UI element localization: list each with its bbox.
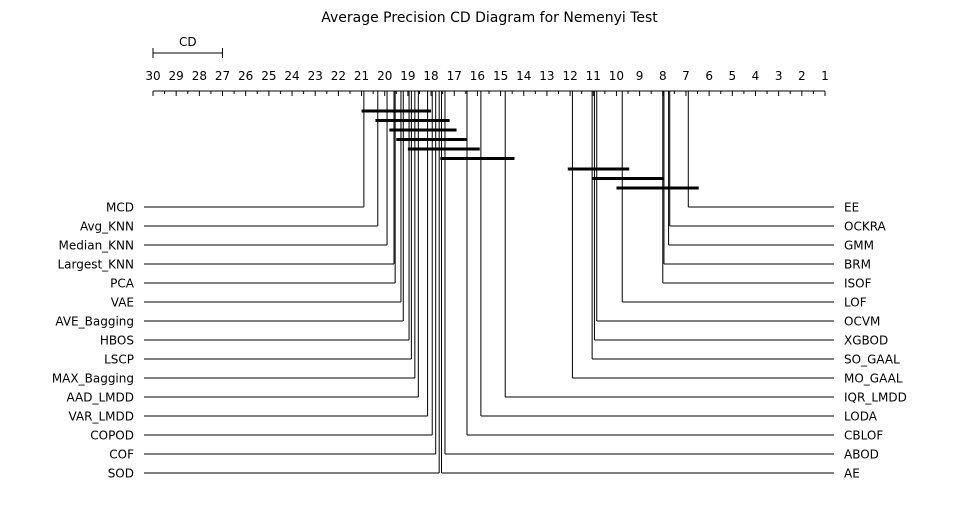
axis-tick-label: 3 (775, 69, 783, 83)
axis-tick-label: 25 (261, 69, 276, 83)
axis-tick-label: 24 (284, 69, 299, 83)
critical-difference-indicator: CD (152, 35, 224, 58)
axis-tick-label: 30 (145, 69, 160, 83)
method-label: XGBOD (844, 334, 888, 348)
axis-tick-label: 19 (400, 69, 415, 83)
axis-tick-label: 5 (728, 69, 736, 83)
method-label: MAX_Bagging (52, 372, 134, 386)
method-label: AAD_LMDD (66, 391, 134, 405)
axis-tick-label: 12 (562, 69, 577, 83)
axis-tick-label: 8 (659, 69, 667, 83)
method-label: OCKRA (844, 220, 887, 234)
method-label: COF (109, 448, 134, 462)
axis-tick-label: 6 (705, 69, 713, 83)
axis-tick-label: 29 (169, 69, 184, 83)
method-label: COPOD (90, 429, 134, 443)
method-label: VAR_LMDD (68, 410, 134, 424)
axis-tick-label: 26 (238, 69, 253, 83)
method-label: SOD (108, 467, 134, 481)
axis-tick-label: 27 (215, 69, 230, 83)
method-lines: MCD Avg_KNN Median_KNN Largest_KNN PCA VAE AVE… (52, 91, 907, 481)
axis-tick-label: 22 (331, 69, 346, 83)
method-label: MCD (106, 201, 134, 215)
method-label: VAE (111, 296, 134, 310)
axis-tick-label: 7 (682, 69, 690, 83)
method-label: CBLOF (844, 429, 883, 443)
method-label: LODA (844, 410, 878, 424)
method-label: AE (844, 467, 860, 481)
rank-axis: 30 29 28 27 26 25 24 23 22 21 20 19 18 17 16 15 14 13 12 11… (145, 69, 829, 96)
axis-tick-label: 13 (539, 69, 554, 83)
axis-tick-label: 1 (821, 69, 829, 83)
method-label: LSCP (104, 353, 134, 367)
method-label: MO_GAAL (844, 372, 903, 386)
axis-tick-label: 18 (423, 69, 438, 83)
method-label: EE (844, 201, 859, 215)
cd-label: CD (179, 35, 197, 49)
axis-tick-label: 20 (377, 69, 392, 83)
method-label: OCVM (844, 315, 880, 329)
method-label: LOF (844, 296, 867, 310)
method-label: PCA (110, 277, 135, 291)
method-label: Largest_KNN (57, 258, 134, 272)
axis-tick-label: 4 (752, 69, 760, 83)
method-label: ABOD (844, 448, 879, 462)
axis-tick-label: 17 (447, 69, 462, 83)
axis-tick-label: 28 (192, 69, 207, 83)
axis-tick-label: 14 (516, 69, 531, 83)
method-label: SO_GAAL (844, 353, 900, 367)
method-label: ISOF (844, 277, 872, 291)
axis-tick-label: 16 (470, 69, 485, 83)
chart-title: Average Precision CD Diagram for Nemenyi… (321, 10, 658, 26)
axis-tick-label: 9 (636, 69, 644, 83)
method-label: BRM (844, 258, 871, 272)
axis-tick-label: 21 (354, 69, 369, 83)
method-label: IQR_LMDD (844, 391, 907, 405)
method-label: GMM (844, 239, 874, 253)
method-label: AVE_Bagging (55, 315, 134, 329)
method-label: Avg_KNN (80, 220, 134, 234)
method-label: HBOS (100, 334, 134, 348)
axis-tick-label: 2 (798, 69, 806, 83)
clique-bars (361, 109, 699, 190)
axis-tick-label: 11 (586, 69, 601, 83)
axis-tick-label: 23 (308, 69, 323, 83)
axis-tick-label: 10 (609, 69, 624, 83)
method-label: Median_KNN (59, 239, 134, 253)
axis-tick-label: 15 (493, 69, 508, 83)
